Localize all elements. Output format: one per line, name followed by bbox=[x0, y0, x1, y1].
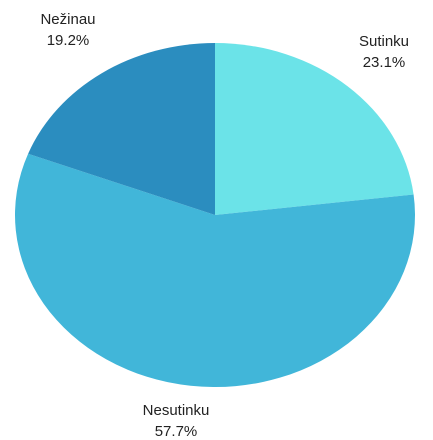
slice-value-label: 23.1% bbox=[363, 54, 406, 71]
pie-slice bbox=[14, 153, 415, 387]
slice-value-label: 19.2% bbox=[47, 32, 90, 49]
pie-slice bbox=[215, 43, 414, 215]
slice-label: Nesutinku bbox=[143, 402, 210, 419]
pie-slice bbox=[28, 43, 215, 215]
slice-label: Sutinku bbox=[359, 33, 409, 50]
slice-value-label: 57.7% bbox=[155, 423, 198, 440]
slice-label: Nežinau bbox=[40, 11, 95, 28]
